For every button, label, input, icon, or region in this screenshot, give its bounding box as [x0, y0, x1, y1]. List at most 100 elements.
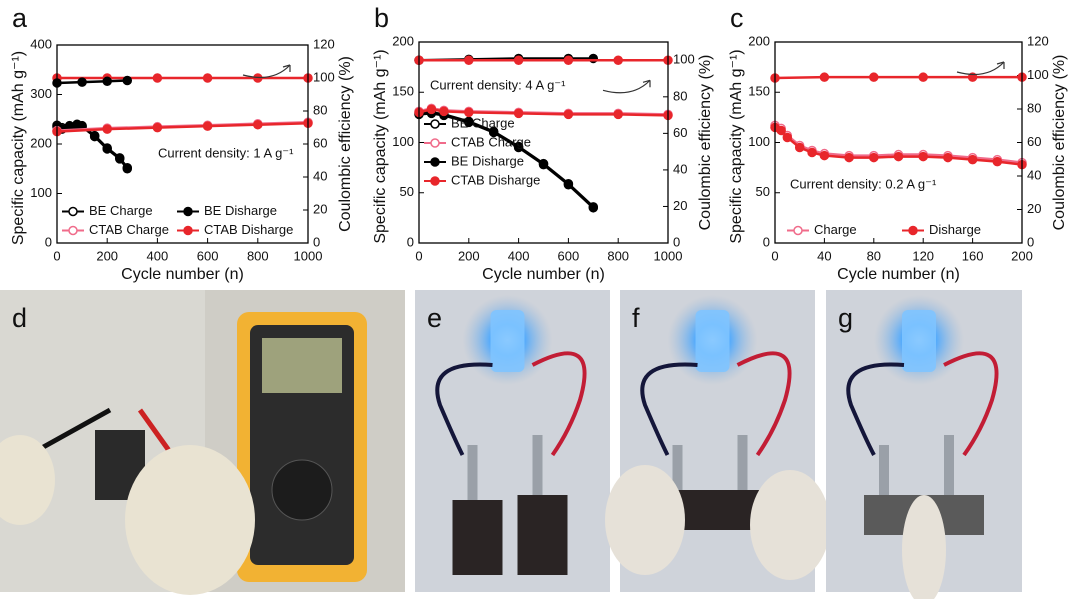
y-tick-label: 100	[392, 134, 414, 149]
legend-label: BE Disharge	[204, 203, 277, 218]
data-point	[102, 124, 112, 134]
data-point	[967, 72, 978, 82]
legend-marker	[183, 225, 193, 236]
legend-label: BE Charge	[451, 115, 515, 130]
data-point	[513, 108, 524, 119]
y2-tick-label: 40	[673, 161, 687, 176]
glove	[0, 435, 55, 525]
y-tick-label: 0	[407, 234, 414, 249]
data-point	[464, 117, 474, 128]
series-line	[56, 79, 128, 85]
data-point	[893, 151, 904, 162]
data-point	[102, 144, 112, 154]
legend-label: Charge	[814, 222, 857, 237]
y-tick-label: 200	[30, 135, 52, 150]
data-point	[152, 122, 163, 133]
legend-label: CTAB Charge	[89, 222, 169, 237]
x-tick-label: 80	[867, 248, 881, 263]
x-tick-label: 1000	[654, 248, 683, 263]
data-point	[439, 106, 449, 117]
panel-letter: e	[427, 303, 442, 333]
tab	[467, 445, 478, 505]
data-point	[488, 127, 499, 138]
y-tick-label: 100	[748, 134, 770, 149]
chart-b: b0 200 400 600 800 10000501001502000204060801…	[372, 3, 714, 283]
data-point	[776, 125, 786, 136]
y2-tick-label: 80	[1027, 100, 1041, 115]
data-point	[513, 55, 524, 66]
annotation: Current density: 1 A g⁻¹	[158, 145, 294, 160]
y-tick-label: 0	[763, 234, 770, 249]
data-point	[613, 109, 623, 120]
legend-marker	[430, 176, 440, 186]
y2-tick-label: 0	[673, 234, 680, 249]
y2-tick-label: 0	[1027, 234, 1034, 249]
photo-0: d	[12, 303, 27, 333]
data-point	[122, 164, 133, 174]
x-tick-label: 160	[962, 248, 984, 263]
x-tick-label: 200	[96, 248, 118, 263]
y2-tick-label: 60	[1027, 134, 1041, 149]
x-axis-label: Cycle number (n)	[837, 266, 960, 283]
data-point	[152, 73, 163, 83]
y-axis-label: Specific capacity (mAh g⁻¹)	[10, 51, 27, 245]
arrow-head	[642, 79, 651, 88]
photo-d	[0, 290, 405, 595]
x-tick-label: 600	[197, 248, 219, 263]
arrow	[242, 64, 291, 78]
data-point	[538, 159, 549, 170]
legend-marker	[68, 206, 78, 217]
wire	[435, 362, 493, 456]
data-point	[77, 77, 87, 87]
glove	[605, 465, 685, 575]
data-point	[115, 154, 125, 164]
y-tick-label: 200	[392, 33, 414, 48]
y-tick-label: 150	[748, 84, 770, 99]
annotation: Current density: 0.2 A g⁻¹	[790, 176, 937, 191]
data-point	[202, 121, 213, 131]
legend-marker	[908, 225, 918, 236]
wire	[736, 351, 792, 457]
tab	[944, 435, 954, 505]
data-point	[918, 151, 928, 162]
legend-label: BE Disharge	[451, 153, 524, 168]
data-point	[464, 55, 474, 66]
finger	[902, 495, 946, 599]
y2-tick-label: 20	[1027, 201, 1041, 216]
x-tick-label: 200	[1011, 248, 1033, 263]
legend-label: CTAB Disharge	[451, 172, 540, 187]
arrow-head	[996, 61, 1005, 69]
data-point	[967, 154, 978, 165]
data-point	[122, 75, 133, 86]
data-point	[426, 104, 437, 115]
electrode	[452, 500, 503, 575]
y2-tick-label: 100	[673, 52, 695, 67]
tab	[737, 435, 748, 505]
panel-letter: b	[374, 3, 389, 33]
legend-label: CTAB Charge	[451, 134, 531, 149]
y2-axis-label: Coulombic efficiency (%)	[337, 56, 354, 232]
tab	[532, 435, 543, 505]
chart-a: a0 200 400 600 800 10000100200300400020406080…	[10, 3, 354, 283]
y2-tick-label: 60	[673, 125, 687, 140]
x-axis-label: Cycle number (n)	[482, 266, 605, 283]
dial	[271, 459, 333, 521]
wire	[846, 362, 905, 456]
data-point	[869, 72, 879, 82]
y2-tick-label: 80	[673, 88, 687, 103]
panel-letter: d	[12, 303, 27, 333]
legend-label: BE Charge	[89, 203, 153, 218]
photo-2: f	[605, 290, 830, 592]
data-point	[563, 55, 574, 66]
tab	[879, 445, 889, 505]
data-point	[102, 76, 112, 87]
data-point	[918, 72, 928, 82]
photo-1: e	[415, 290, 610, 592]
panel-letter: a	[12, 3, 28, 33]
y-tick-label: 300	[30, 86, 52, 101]
arrow	[956, 61, 1005, 75]
y-tick-label: 100	[30, 185, 52, 200]
x-tick-label: 1000	[294, 248, 323, 263]
y2-tick-label: 120	[313, 36, 335, 51]
y2-axis-label: Coulombic efficiency (%)	[1051, 55, 1068, 231]
